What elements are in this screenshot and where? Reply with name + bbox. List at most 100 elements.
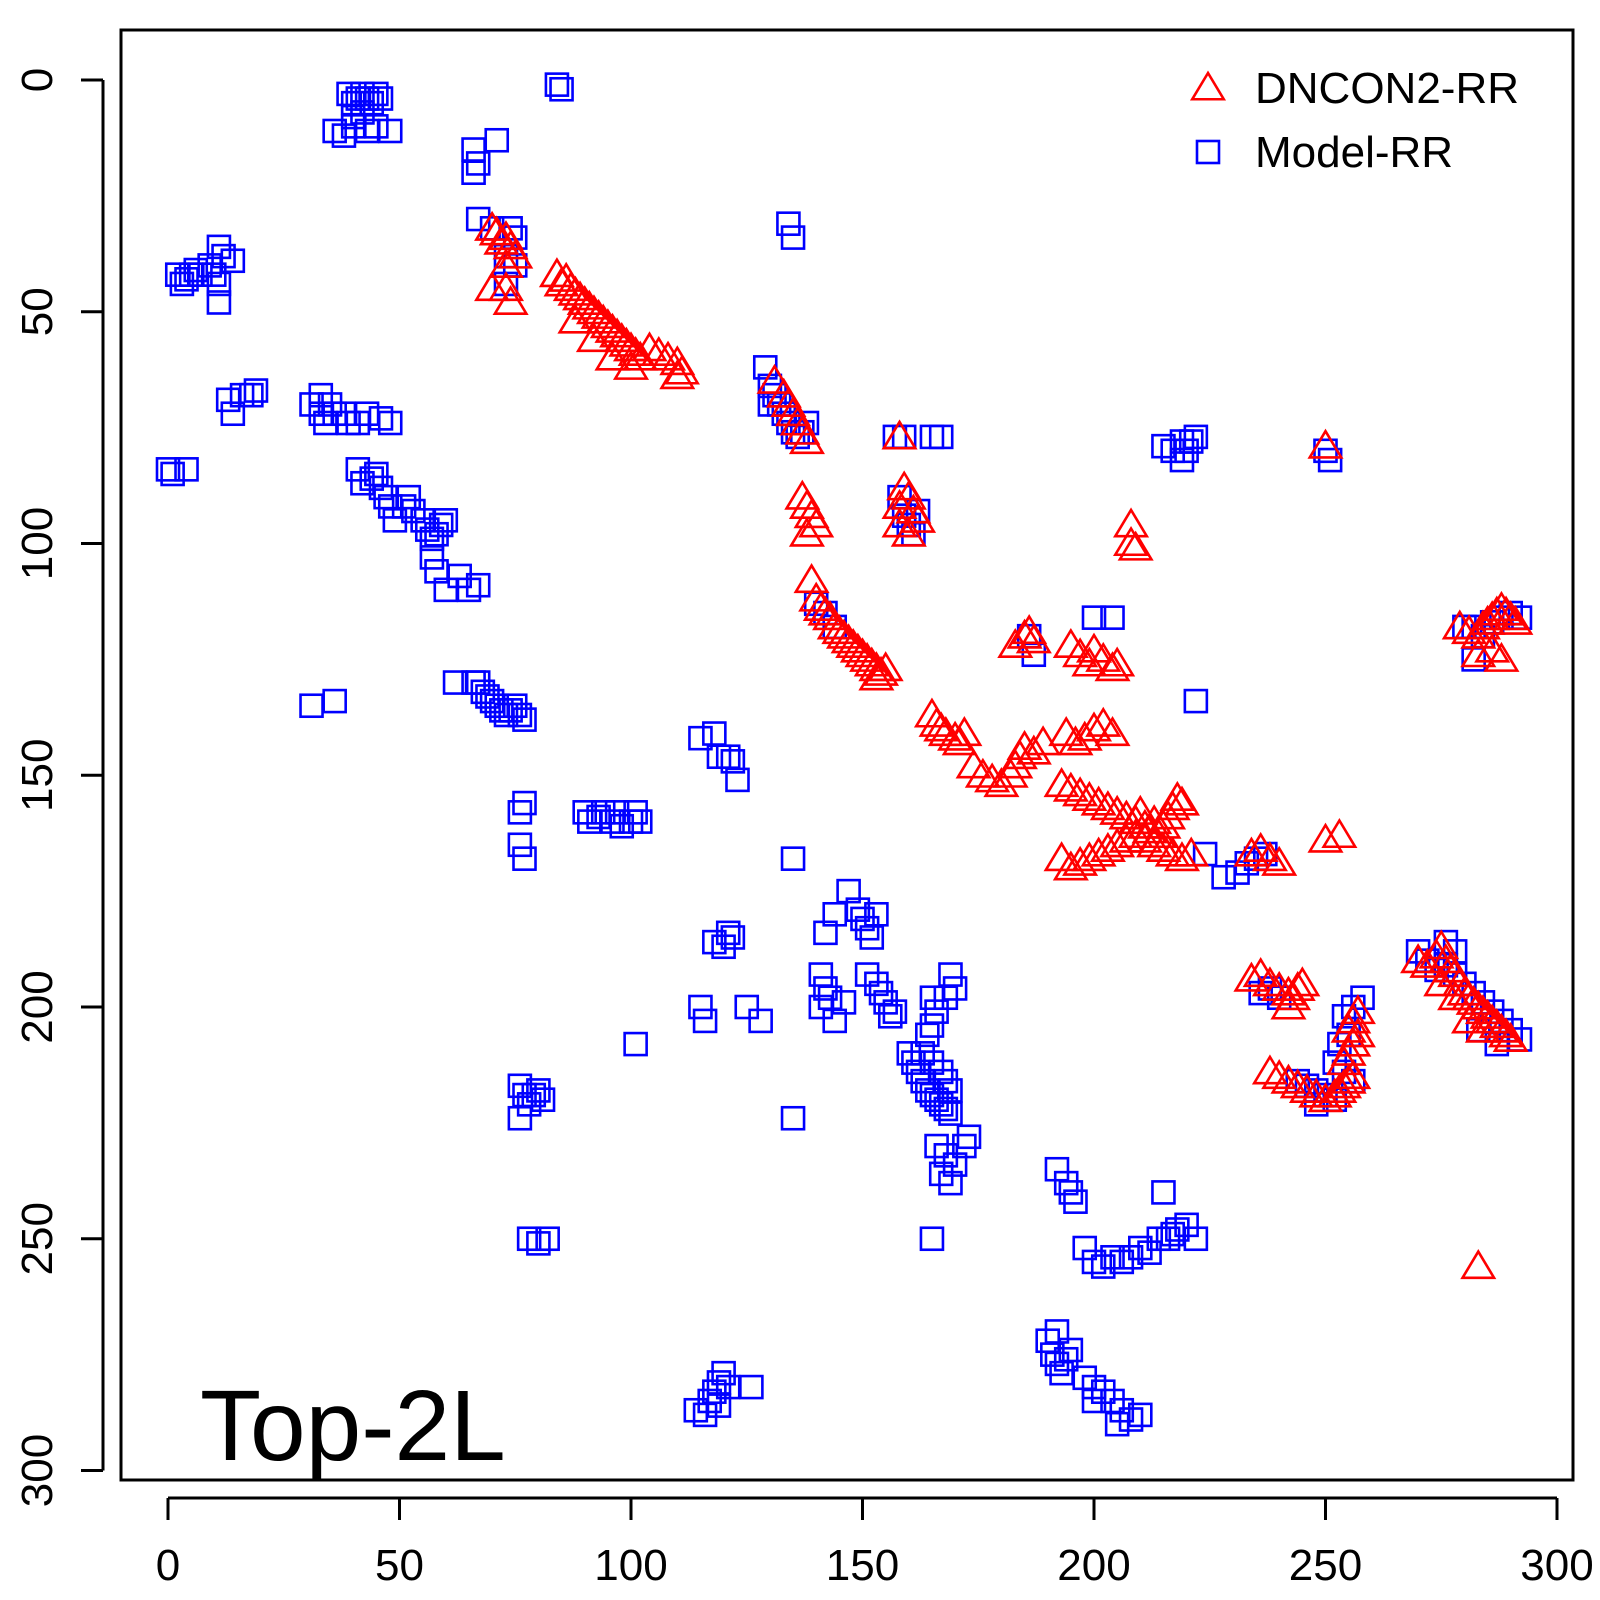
triangle-point <box>900 502 937 533</box>
square-point <box>396 484 422 510</box>
triangle-point <box>1122 794 1159 825</box>
triangle-point <box>1080 785 1117 816</box>
triangle-point <box>1423 966 1460 997</box>
square-point <box>220 248 246 274</box>
square-point <box>461 160 486 185</box>
triangle-point <box>617 335 654 367</box>
square-point <box>401 498 426 524</box>
square-point <box>1331 1003 1357 1029</box>
square-point <box>507 702 533 728</box>
square-point <box>544 72 570 97</box>
square-point <box>928 1059 954 1085</box>
triangle-point <box>937 720 974 751</box>
square-point <box>924 1087 949 1112</box>
square-point <box>915 1022 940 1048</box>
triangle-point <box>1251 841 1288 872</box>
triangle-point <box>631 331 668 362</box>
square-point <box>493 702 519 728</box>
triangle-point <box>1159 780 1196 811</box>
square-point <box>521 1082 547 1108</box>
y-tick-label: 200 <box>13 970 62 1043</box>
square-point <box>1072 1235 1098 1261</box>
triangle-point <box>1441 609 1478 640</box>
triangle-point <box>1163 785 1201 816</box>
triangle-point <box>1460 1249 1497 1280</box>
legend-label: DNCON2-RR <box>1255 64 1519 113</box>
triangle-point <box>1006 618 1043 649</box>
square-point <box>428 512 454 538</box>
triangle-point <box>1080 836 1117 867</box>
square-point <box>1081 1374 1107 1400</box>
triangle-point <box>1094 651 1131 682</box>
triangle-point <box>1284 966 1321 997</box>
square-point <box>1100 605 1125 630</box>
square-point <box>1183 1226 1209 1252</box>
square-point <box>938 1170 963 1196</box>
square-point <box>1183 688 1209 714</box>
triangle-point <box>1108 799 1145 830</box>
square-point <box>864 971 889 997</box>
legend: DNCON2-RR Model-RR <box>1189 64 1519 177</box>
x-tick-label: 200 <box>1057 1541 1130 1590</box>
triangle-point <box>1015 623 1052 654</box>
triangle-point <box>1460 637 1497 668</box>
y-tick-label: 50 <box>13 287 62 336</box>
square-point <box>924 999 949 1024</box>
triangle-point <box>946 716 983 747</box>
square-point <box>377 410 403 436</box>
square-point <box>1317 447 1343 473</box>
square-point <box>206 234 232 260</box>
square-point <box>516 1092 542 1117</box>
square-point <box>928 424 954 450</box>
square-point <box>1350 985 1375 1011</box>
square-point <box>1155 1226 1181 1252</box>
square-point <box>776 211 801 236</box>
square-point <box>322 688 347 714</box>
triangle-point <box>1261 970 1298 1002</box>
triangle-point <box>1094 716 1131 747</box>
square-point <box>702 929 727 955</box>
square-point <box>1104 1411 1130 1437</box>
square-point <box>590 800 616 825</box>
square-point <box>350 100 375 125</box>
square-point <box>850 906 875 932</box>
triangle-point <box>788 424 825 455</box>
square-point <box>919 1013 945 1038</box>
triangle-point <box>483 224 520 255</box>
square-point <box>470 679 496 705</box>
square-point <box>817 985 843 1011</box>
square-point <box>424 521 449 547</box>
square-point <box>901 1050 926 1075</box>
triangle-point <box>1126 822 1163 853</box>
triangle-point <box>1307 428 1344 459</box>
square-point <box>308 382 334 408</box>
square-point <box>836 878 861 904</box>
triangle-point <box>1488 1017 1525 1048</box>
square-point <box>345 410 371 436</box>
triangle-point <box>1492 1021 1529 1052</box>
triangle-point <box>1117 817 1154 849</box>
square-point <box>928 1161 954 1187</box>
triangle-point <box>807 595 844 626</box>
square-point <box>1137 1240 1162 1265</box>
square-point <box>1081 1388 1107 1414</box>
triangle-point <box>1052 850 1089 881</box>
triangle-point <box>1099 827 1136 858</box>
triangle-point <box>858 660 895 691</box>
square-point <box>174 457 199 482</box>
square-point <box>1044 1351 1070 1377</box>
triangle-point <box>1325 1068 1363 1099</box>
y-tick-label: 100 <box>13 507 62 580</box>
square-point <box>368 406 394 431</box>
square-point <box>206 290 232 315</box>
x-tick-label: 100 <box>594 1541 667 1590</box>
square-point <box>942 1152 968 1177</box>
series-model-rr <box>155 72 1533 1437</box>
square-point <box>711 1360 736 1386</box>
triangle-point <box>793 563 830 594</box>
triangle-point <box>659 359 696 390</box>
square-point <box>702 721 727 746</box>
triangle-point <box>862 655 900 686</box>
square-point <box>484 127 510 153</box>
square-point <box>1100 1244 1125 1270</box>
